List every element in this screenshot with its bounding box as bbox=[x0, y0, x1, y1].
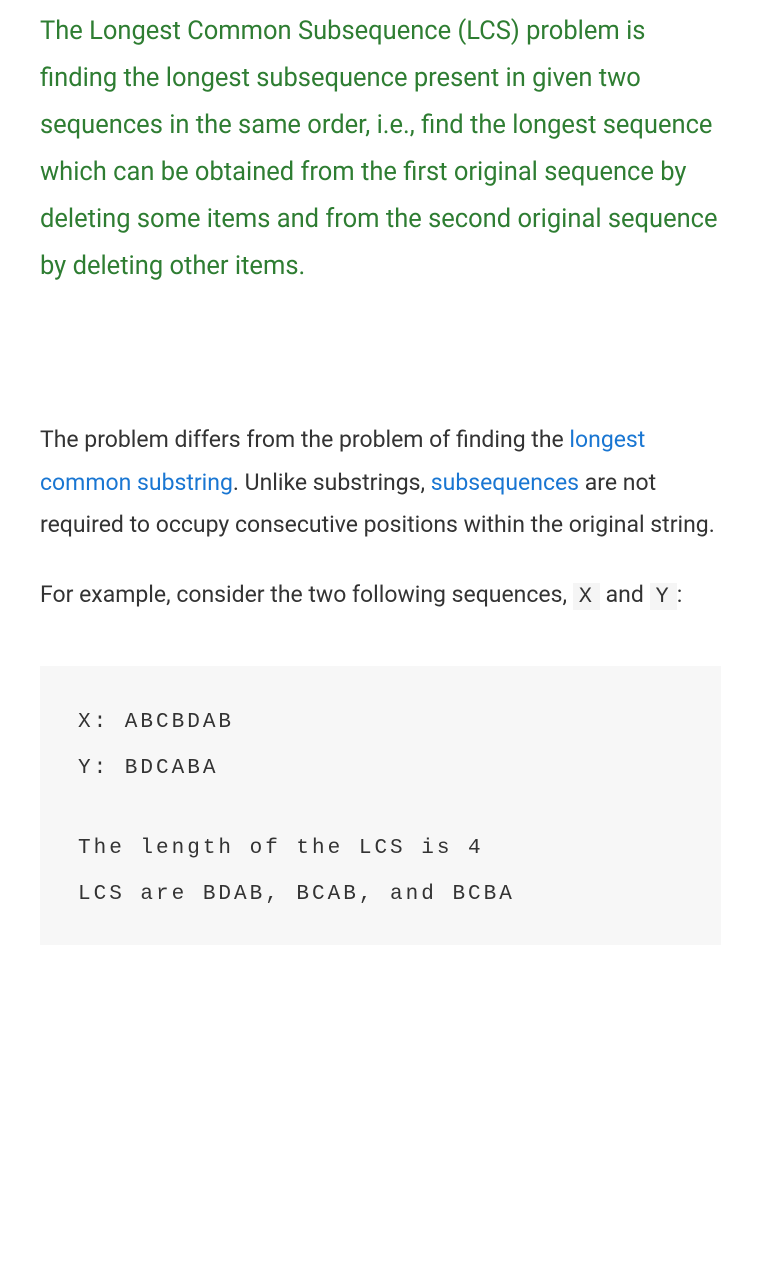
body-paragraph-2: For example, consider the two following … bbox=[40, 574, 721, 617]
body-paragraph-1: The problem differs from the problem of … bbox=[40, 419, 721, 546]
code-line-x: X: ABCBDAB bbox=[78, 700, 683, 746]
para1-prefix: The problem differs from the problem of … bbox=[40, 426, 569, 453]
code-gap bbox=[78, 792, 683, 826]
code-inline-y: Y bbox=[650, 583, 677, 610]
code-line-length: The length of the LCS is 4 bbox=[78, 826, 683, 872]
intro-paragraph: The Longest Common Subsequence (LCS) pro… bbox=[40, 8, 721, 289]
para2-suffix: : bbox=[677, 581, 683, 608]
code-line-lcs: LCS are BDAB, BCAB, and BCBA bbox=[78, 872, 683, 918]
code-inline-x: X bbox=[573, 583, 600, 610]
para2-mid: and bbox=[600, 581, 650, 608]
code-block: X: ABCBDAB Y: BDCABA The length of the L… bbox=[40, 666, 721, 945]
code-line-y: Y: BDCABA bbox=[78, 746, 683, 792]
para2-prefix: For example, consider the two following … bbox=[40, 581, 573, 608]
para1-mid1: . Unlike substrings, bbox=[233, 469, 431, 496]
link-subsequences[interactable]: subsequences bbox=[431, 469, 579, 496]
